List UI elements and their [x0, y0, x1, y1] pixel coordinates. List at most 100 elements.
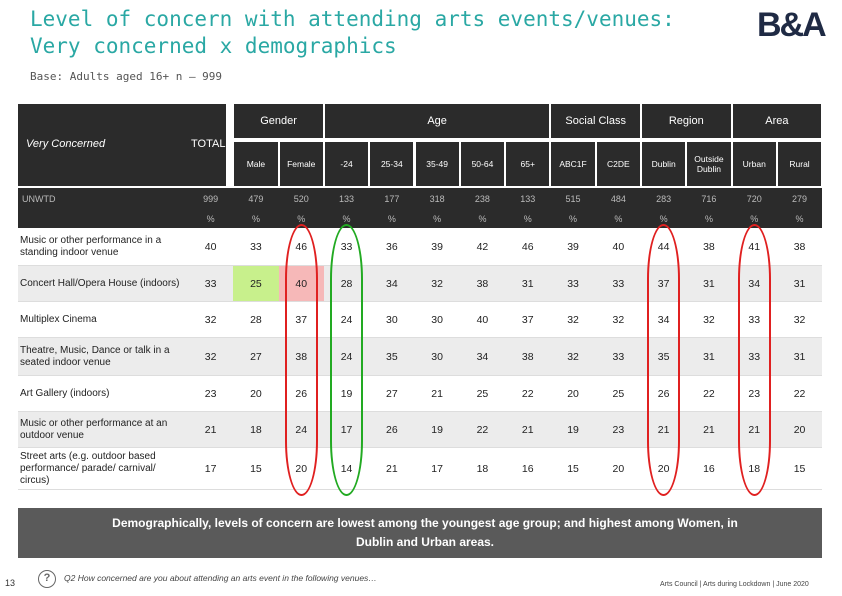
- table-row: Music or other performance in a standing…: [18, 228, 822, 266]
- column-header-rural: Rural: [777, 142, 822, 186]
- column-header-65-: 65+: [506, 142, 550, 186]
- summary-banner: [18, 508, 822, 558]
- table-row: Street arts (e.g. outdoor based performa…: [18, 448, 822, 490]
- data-cell: 38: [476, 277, 489, 290]
- data-cell: 22: [703, 387, 715, 400]
- data-cell: 21: [385, 462, 398, 475]
- group-header-region: Region: [642, 104, 731, 138]
- row-label: Music or other performance at an outdoor…: [20, 417, 168, 441]
- data-cell: 32: [431, 277, 443, 290]
- data-cell: 37: [521, 313, 534, 326]
- data-cell: 27: [250, 350, 262, 363]
- data-cell: 40: [278, 266, 324, 301]
- table-row: Music or other performance at an outdoor…: [18, 412, 822, 448]
- percent-cell: %: [342, 214, 351, 224]
- data-cell: 31: [703, 350, 715, 363]
- column-header-female: Female: [279, 142, 323, 186]
- data-cell: 18: [476, 462, 489, 475]
- data-cell: 21: [748, 423, 761, 436]
- data-cell: 39: [567, 240, 579, 253]
- percent-cell: %: [478, 214, 487, 224]
- data-cell: 28: [250, 313, 262, 326]
- data-cell: 33: [567, 277, 579, 290]
- data-cell: 36: [385, 240, 398, 253]
- data-cell: 20: [612, 462, 625, 475]
- percent-row: %%%%%%%%%%%%%%: [18, 210, 822, 228]
- data-cell: 37: [295, 313, 308, 326]
- data-cell: 30: [385, 313, 398, 326]
- data-cell: 17: [340, 423, 353, 436]
- data-cell: 32: [612, 313, 625, 326]
- data-cell: 46: [295, 240, 308, 253]
- data-cell: 20: [250, 387, 262, 400]
- base-note: Base: Adults aged 16+ n – 999: [30, 70, 223, 83]
- data-cell: 40: [612, 240, 625, 253]
- percent-cell: %: [569, 214, 578, 224]
- data-cell: 34: [476, 350, 489, 363]
- percent-cell: %: [614, 214, 623, 224]
- row-label: Music or other performance in a standing…: [20, 234, 162, 258]
- data-cell: 33: [340, 240, 353, 253]
- data-cell: 25: [612, 387, 625, 400]
- data-cell: 19: [340, 387, 353, 400]
- data-cell: 22: [521, 387, 534, 400]
- data-cell: 20: [295, 462, 308, 475]
- percent-cell: %: [251, 214, 260, 224]
- percent-cell: %: [297, 214, 306, 224]
- unwtd-cell: 177: [384, 194, 400, 204]
- data-cell: 42: [476, 240, 489, 253]
- data-cell: 33: [748, 313, 761, 326]
- data-cell: 32: [703, 313, 715, 326]
- data-cell: 18: [748, 462, 761, 475]
- data-cell: 24: [295, 423, 308, 436]
- column-header-50-64: 50-64: [460, 142, 505, 186]
- column-header-25-34: 25-34: [370, 142, 414, 186]
- table-row: Theatre, Music, Dance or talk in a seate…: [18, 338, 822, 376]
- row-label: Theatre, Music, Dance or talk in a seate…: [20, 344, 170, 368]
- header-corner: [18, 104, 188, 186]
- data-cell: 27: [385, 387, 398, 400]
- footer-text: Arts Council | Arts during Lockdown | Ju…: [660, 581, 809, 588]
- group-header-area: Area: [732, 104, 822, 138]
- percent-cell: %: [523, 214, 532, 224]
- data-cell: 15: [250, 462, 262, 475]
- unwtd-cell: 133: [520, 194, 536, 204]
- ba-logo: B&A: [757, 6, 827, 44]
- unwtd-cell: 279: [792, 194, 808, 204]
- data-cell: 46: [521, 240, 534, 253]
- data-cell: 17: [204, 462, 217, 475]
- unwtd-cell: 479: [248, 194, 264, 204]
- data-cell: 38: [521, 350, 534, 363]
- percent-cell: %: [659, 214, 668, 224]
- unwtd-cell: 716: [701, 194, 717, 204]
- data-cell: 21: [521, 423, 534, 436]
- total-header: TOTAL: [191, 138, 226, 150]
- data-cell: 21: [703, 423, 715, 436]
- data-cell: 23: [612, 423, 625, 436]
- data-cell: 14: [340, 462, 353, 475]
- data-cell: 15: [567, 462, 579, 475]
- data-cell: 31: [521, 277, 534, 290]
- data-cell: 20: [793, 423, 806, 436]
- column-header-male: Male: [234, 142, 278, 186]
- unwtd-cell: 133: [339, 194, 355, 204]
- percent-cell: %: [704, 214, 713, 224]
- data-cell: 37: [657, 277, 670, 290]
- data-cell: 33: [612, 350, 625, 363]
- data-cell: 31: [793, 350, 806, 363]
- data-cell: 21: [657, 423, 670, 436]
- data-cell: 38: [295, 350, 308, 363]
- data-cell: 34: [657, 313, 670, 326]
- data-cell: 31: [703, 277, 715, 290]
- unwtd-label: UNWTD: [22, 194, 56, 204]
- unwtd-cell: 238: [474, 194, 490, 204]
- data-cell: 28: [340, 277, 353, 290]
- data-cell: 44: [657, 240, 670, 253]
- percent-cell: %: [750, 214, 759, 224]
- title-line-2: Very concerned x demographics: [30, 34, 397, 58]
- data-cell: 25: [233, 266, 279, 301]
- unwtd-cell: 520: [293, 194, 309, 204]
- page-number: 13: [5, 578, 16, 588]
- page-title: Level of concern with attending arts eve…: [30, 6, 730, 60]
- data-cell: 20: [567, 387, 579, 400]
